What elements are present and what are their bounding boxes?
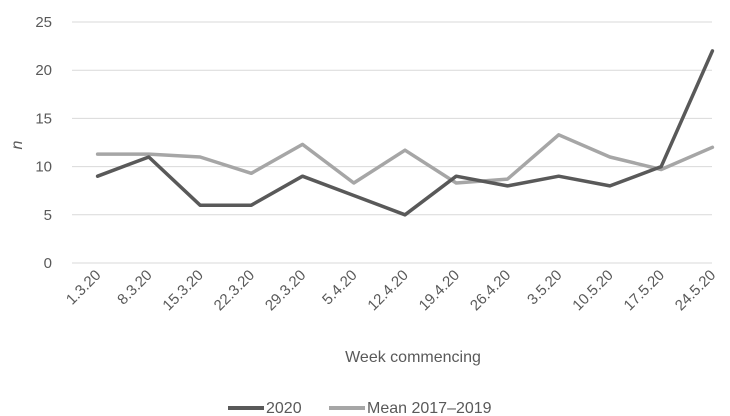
x-tick-label: 3.5.20 bbox=[524, 267, 566, 309]
y-tick-label: 5 bbox=[44, 207, 52, 224]
x-tick-label: 10.5.20 bbox=[569, 267, 616, 314]
x-tick-label: 5.4.20 bbox=[319, 267, 361, 309]
x-tick-label: 15.3.20 bbox=[159, 267, 206, 314]
series-line-mean-2017-2019 bbox=[95, 133, 715, 185]
x-tick-label: 26.4.20 bbox=[467, 267, 514, 314]
series-line-2020 bbox=[95, 49, 715, 217]
legend-label-2020: 2020 bbox=[266, 400, 302, 416]
x-tick-label: 1.3.20 bbox=[63, 267, 105, 309]
x-tick-label: 19.4.20 bbox=[416, 267, 463, 314]
y-tick-label: 20 bbox=[35, 62, 52, 79]
series-layer bbox=[95, 49, 715, 217]
y-tick-label: 25 bbox=[35, 14, 52, 31]
legend: 2020 Mean 2017–2019 bbox=[228, 400, 492, 416]
y-axis-title: n bbox=[9, 140, 26, 149]
legend-label-mean: Mean 2017–2019 bbox=[367, 400, 492, 416]
x-tick-label: 24.5.20 bbox=[672, 267, 719, 314]
x-tick-label: 17.5.20 bbox=[621, 267, 668, 314]
x-tick-label: 22.3.20 bbox=[211, 267, 258, 314]
x-tick-label: 29.3.20 bbox=[262, 267, 309, 314]
y-tick-label: 10 bbox=[35, 159, 52, 176]
y-axis-ticks: 0 5 10 15 20 25 bbox=[35, 14, 52, 272]
y-tick-label: 0 bbox=[44, 255, 52, 272]
x-axis-title: Week commencing bbox=[345, 349, 481, 366]
y-tick-label: 15 bbox=[35, 110, 52, 127]
gridlines bbox=[72, 21, 712, 264]
x-axis-ticks: 1.3.20 8.3.20 15.3.20 22.3.20 29.3.20 5.4.20 1… bbox=[63, 267, 719, 314]
x-tick-label: 12.4.20 bbox=[364, 267, 411, 314]
x-tick-label: 8.3.20 bbox=[114, 267, 156, 309]
